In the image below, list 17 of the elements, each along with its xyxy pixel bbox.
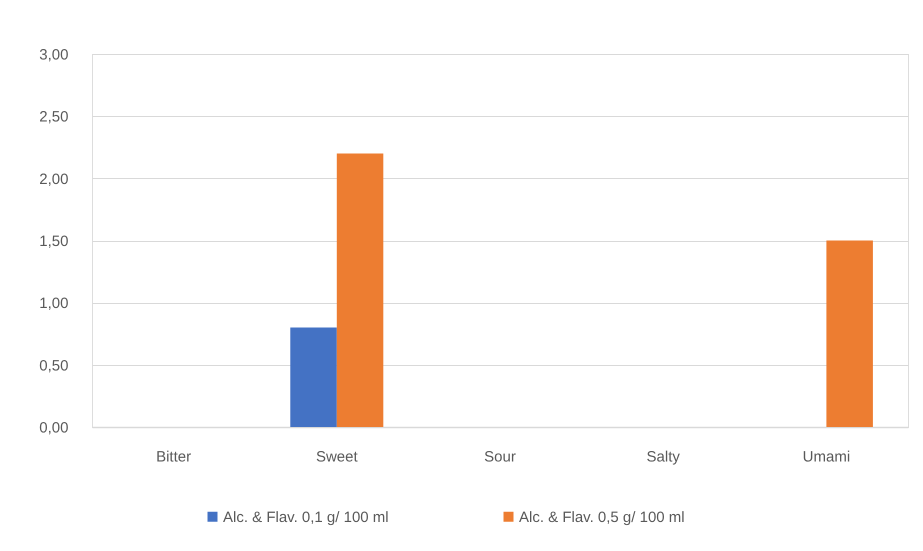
- y-tick-label: 1,00: [39, 295, 68, 312]
- y-tick-label: 2,00: [39, 170, 68, 188]
- legend-label: Alc. & Flav. 0,1 g/ 100 ml: [223, 508, 389, 526]
- legend-label: Alc. & Flav. 0,5 g/ 100 ml: [519, 508, 685, 526]
- y-tick-label: 0,50: [39, 357, 68, 374]
- x-tick-label: Salty: [646, 448, 680, 466]
- bar: [826, 240, 873, 427]
- y-tick-label: 2,50: [39, 108, 68, 126]
- bar: [336, 153, 384, 427]
- x-tick-label: Umami: [802, 448, 850, 466]
- x-tick-label: Sweet: [316, 448, 358, 466]
- x-tick-label: Bitter: [156, 448, 192, 466]
- x-tick-label: Sour: [484, 448, 516, 466]
- bar: [290, 328, 337, 427]
- y-tick-label: 0,00: [39, 420, 68, 436]
- y-tick-label: 1,50: [39, 233, 68, 250]
- y-tick-label: 3,00: [39, 46, 68, 64]
